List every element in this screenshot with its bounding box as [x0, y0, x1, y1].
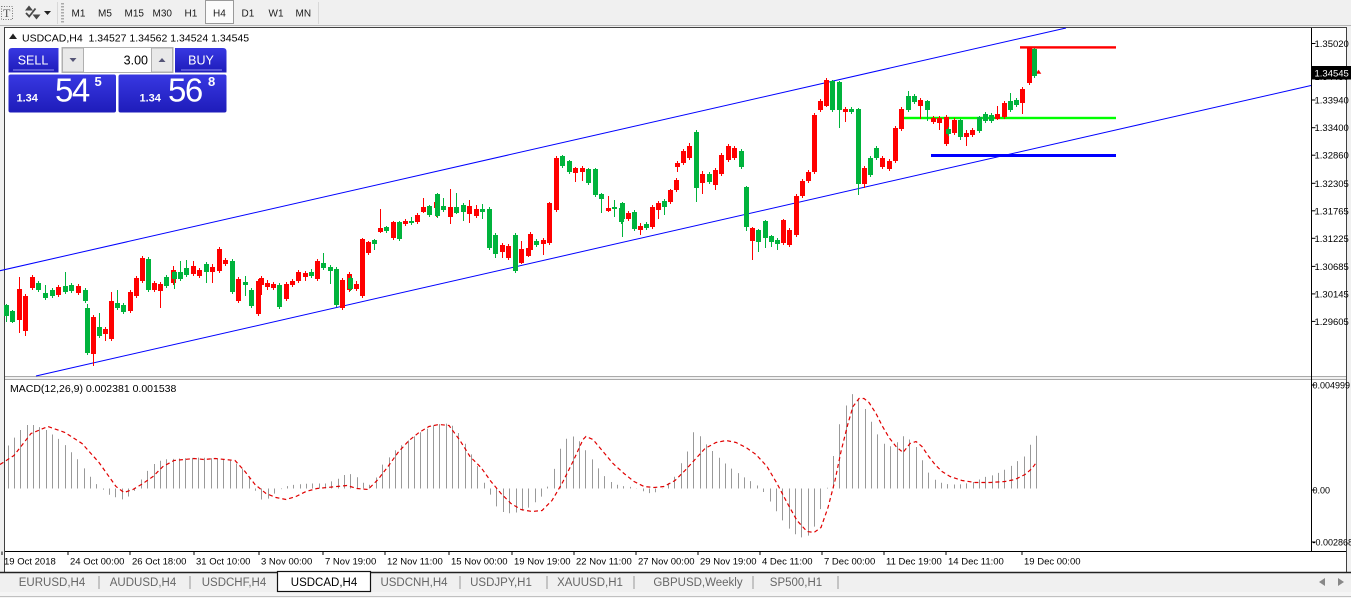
- svg-text:AUDUSD,H4: AUDUSD,H4: [110, 577, 177, 589]
- svg-text:1.33940: 1.33940: [1315, 96, 1349, 107]
- svg-text:USDCHF,H4: USDCHF,H4: [202, 577, 267, 589]
- svg-text:BUY: BUY: [188, 54, 214, 68]
- svg-text:M5: M5: [98, 9, 112, 20]
- svg-text:19 Dec 00:00: 19 Dec 00:00: [1024, 557, 1081, 568]
- svg-text:H1: H1: [185, 9, 198, 20]
- svg-text:M1: M1: [72, 9, 86, 20]
- svg-text:XAUUSD,H1: XAUUSD,H1: [557, 577, 623, 589]
- svg-text:USDCAD,H4 1.34527 1.34562 1.3: USDCAD,H4 1.34527 1.34562 1.34524 1.3454…: [22, 33, 249, 45]
- svg-text:56: 56: [168, 72, 202, 109]
- svg-text:12 Nov 11:00: 12 Nov 11:00: [387, 557, 443, 568]
- svg-text:3 Nov 00:00: 3 Nov 00:00: [261, 557, 312, 568]
- svg-text:5: 5: [95, 74, 102, 89]
- svg-text:24 Oct 00:00: 24 Oct 00:00: [70, 557, 124, 568]
- svg-text:USDCAD,H4: USDCAD,H4: [291, 577, 358, 589]
- svg-text:SELL: SELL: [18, 54, 49, 68]
- svg-text:3.00: 3.00: [124, 54, 148, 68]
- svg-text:27 Nov 00:00: 27 Nov 00:00: [638, 557, 695, 568]
- svg-text:1.30685: 1.30685: [1315, 262, 1349, 273]
- svg-text:MACD(12,26,9) 0.002381 0.00153: MACD(12,26,9) 0.002381 0.001538: [10, 383, 177, 395]
- svg-text:31 Oct 10:00: 31 Oct 10:00: [196, 557, 250, 568]
- svg-text:M15: M15: [125, 9, 145, 20]
- svg-text:8: 8: [208, 74, 215, 89]
- svg-text:26 Oct 18:00: 26 Oct 18:00: [132, 557, 186, 568]
- svg-text:1.35020: 1.35020: [1315, 39, 1349, 50]
- svg-text:54: 54: [55, 72, 90, 109]
- svg-text:1.34: 1.34: [17, 93, 39, 105]
- svg-text:1.31765: 1.31765: [1315, 206, 1349, 217]
- svg-text:1.31225: 1.31225: [1315, 234, 1349, 245]
- svg-text:22 Nov 11:00: 22 Nov 11:00: [576, 557, 632, 568]
- svg-text:T: T: [3, 6, 11, 20]
- svg-text:19 Oct 2018: 19 Oct 2018: [4, 557, 56, 568]
- svg-text:M30: M30: [153, 9, 173, 20]
- svg-text:USDJPY,H1: USDJPY,H1: [470, 577, 532, 589]
- svg-text:-0.002868: -0.002868: [1313, 538, 1351, 548]
- svg-text:MN: MN: [296, 9, 312, 20]
- svg-text:4 Dec 11:00: 4 Dec 11:00: [762, 557, 813, 568]
- svg-text:1.29605: 1.29605: [1315, 317, 1349, 328]
- svg-text:15 Nov 00:00: 15 Nov 00:00: [451, 557, 508, 568]
- svg-text:0.004999: 0.004999: [1313, 381, 1351, 391]
- svg-text:1.34545: 1.34545: [1315, 68, 1349, 79]
- svg-text:1.33400: 1.33400: [1315, 123, 1349, 134]
- svg-text:W1: W1: [269, 9, 284, 20]
- svg-text:H4: H4: [213, 9, 226, 20]
- svg-text:19 Nov 19:00: 19 Nov 19:00: [514, 557, 571, 568]
- svg-text:D1: D1: [242, 9, 255, 20]
- svg-text:SP500,H1: SP500,H1: [770, 577, 822, 589]
- svg-text:7 Nov 19:00: 7 Nov 19:00: [325, 557, 376, 568]
- svg-text:GBPUSD,Weekly: GBPUSD,Weekly: [653, 577, 743, 589]
- svg-text:1.32860: 1.32860: [1315, 151, 1349, 162]
- svg-text:USDCNH,H4: USDCNH,H4: [380, 577, 448, 589]
- svg-text:7 Dec 00:00: 7 Dec 00:00: [824, 557, 875, 568]
- svg-text:1.32305: 1.32305: [1315, 179, 1349, 190]
- svg-text:1.30145: 1.30145: [1315, 289, 1349, 300]
- svg-text:11 Dec 19:00: 11 Dec 19:00: [886, 557, 942, 568]
- svg-text:EURUSD,H4: EURUSD,H4: [19, 577, 86, 589]
- svg-text:0.00: 0.00: [1313, 486, 1331, 496]
- svg-text:14 Dec 11:00: 14 Dec 11:00: [948, 557, 1004, 568]
- svg-text:29 Nov 19:00: 29 Nov 19:00: [700, 557, 757, 568]
- svg-text:1.34: 1.34: [140, 93, 162, 105]
